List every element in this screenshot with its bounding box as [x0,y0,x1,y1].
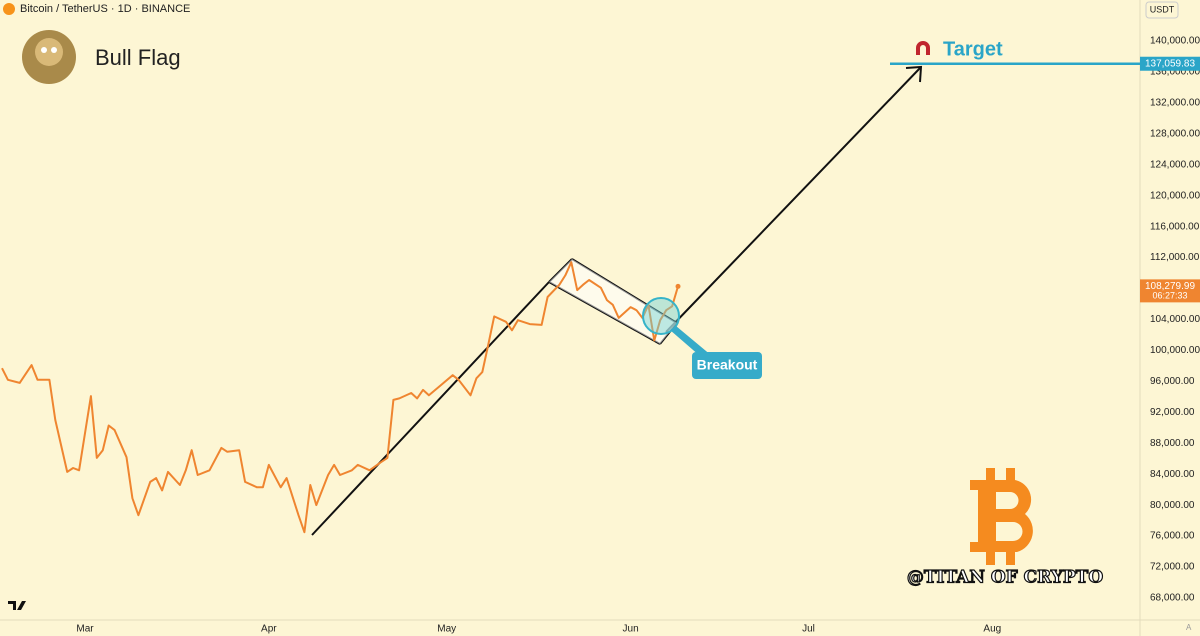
y-tick-label: 92,000.00 [1150,407,1195,418]
y-tick-label: 84,000.00 [1150,469,1195,480]
callout-box [692,352,762,379]
price-line [1,261,679,534]
target-price-box [1140,56,1200,71]
tv-logo [8,601,26,610]
x-tick-label: Aug [983,624,1001,635]
y-tick-label: 68,000.00 [1150,593,1195,604]
y-tick-label: 80,000.00 [1150,500,1195,511]
avatar-eye [41,47,47,53]
last-price-box [1140,279,1200,303]
callout-pointer [670,326,712,356]
y-tick-label: 72,000.00 [1150,562,1195,573]
breakout-label: Breakout [697,357,758,373]
y-tick-label: 124,000.00 [1150,159,1200,170]
plot [1,261,681,534]
y-tick-label: 132,000.00 [1150,98,1200,109]
y-tick-label: 128,000.00 [1150,128,1200,139]
symbol-header: Bitcoin / TetherUS · 1D · BINANCE [20,3,190,15]
currency: USDT [1150,4,1175,14]
chart-title: Bull Flag [95,45,181,70]
watermark: @TITAN OF CRYPTO [907,568,1103,588]
y-tick-label: 76,000.00 [1150,531,1195,542]
avatar-eye [51,47,57,53]
target-price-label: 137,059.83 [1145,58,1195,69]
last-price-label: 108,279.99 [1145,281,1195,292]
last-point [675,283,681,289]
x-tick-label: Jun [623,624,639,635]
x-tick-label: May [437,624,456,635]
y-tick-label: 96,000.00 [1150,376,1195,387]
auto-scale: A [1186,623,1192,632]
y-tick-label: 88,000.00 [1150,438,1195,449]
y-tick-label: 120,000.00 [1150,190,1200,201]
flagpole [311,281,550,536]
breakout-circle [642,297,680,335]
avatar-face [35,38,63,66]
symbol-icon [3,3,15,15]
y-tick-label: 112,000.00 [1150,252,1200,263]
y-tick-label: 104,000.00 [1150,314,1200,325]
x-tick-label: Jul [802,624,815,635]
countdown-label: 06:27:33 [1152,291,1187,301]
currency-box [1145,1,1179,19]
bitcoin-logo [970,468,1033,565]
arrow-head [905,65,923,83]
x-tick-label: Apr [261,624,277,635]
magnet-icon [916,41,930,55]
y-tick-label: 100,000.00 [1150,345,1200,356]
x-tick-label: Mar [76,624,94,635]
y-tick-label: 136,000.00 [1150,67,1200,78]
y-tick-label: 140,000.00 [1150,36,1200,47]
y-tick-label: 116,000.00 [1150,221,1200,232]
target-label: Target [943,38,1003,60]
projection-arrow [665,66,922,333]
